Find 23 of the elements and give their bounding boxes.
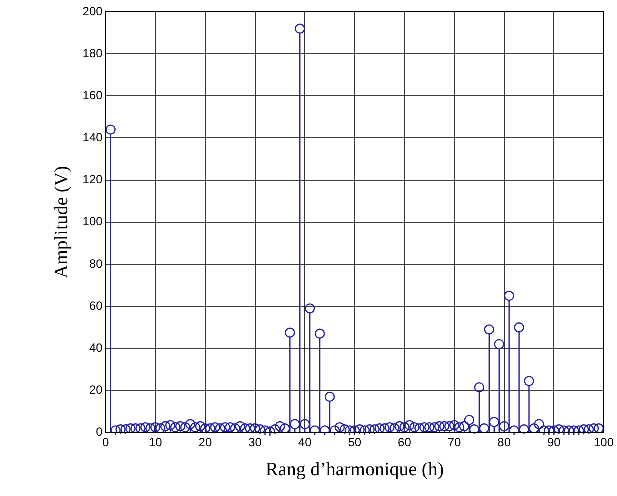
x-tick-label: 100 xyxy=(594,435,614,450)
y-tick-label: 200 xyxy=(82,4,104,18)
y-tick-label: 140 xyxy=(82,130,104,145)
x-tick-label: 30 xyxy=(248,435,262,450)
y-tick-label: 20 xyxy=(89,383,104,398)
x-tick-label: 80 xyxy=(498,435,512,450)
x-tick-label: 50 xyxy=(348,435,362,450)
y-tick-label: 180 xyxy=(82,46,104,60)
y-tick-label: 0 xyxy=(96,425,104,440)
y-tick-label: 160 xyxy=(82,88,104,102)
x-tick-label: 70 xyxy=(448,435,462,450)
y-tick-label: 100 xyxy=(82,214,104,229)
x-tick-label: 40 xyxy=(298,435,312,450)
y-axis-title: Amplitude (V) xyxy=(51,166,72,279)
x-tick-label: 20 xyxy=(198,435,212,450)
x-tick-label: 90 xyxy=(547,435,562,450)
x-tick-label: 60 xyxy=(398,435,412,450)
x-tick-label: 10 xyxy=(148,435,163,450)
y-tick-label: 80 xyxy=(89,256,104,271)
y-tick-label: 120 xyxy=(82,172,104,187)
x-axis-title: Rang d’harmonique (h) xyxy=(266,460,444,481)
y-tick-label: 60 xyxy=(89,298,104,313)
y-tick-label: 40 xyxy=(89,340,104,355)
